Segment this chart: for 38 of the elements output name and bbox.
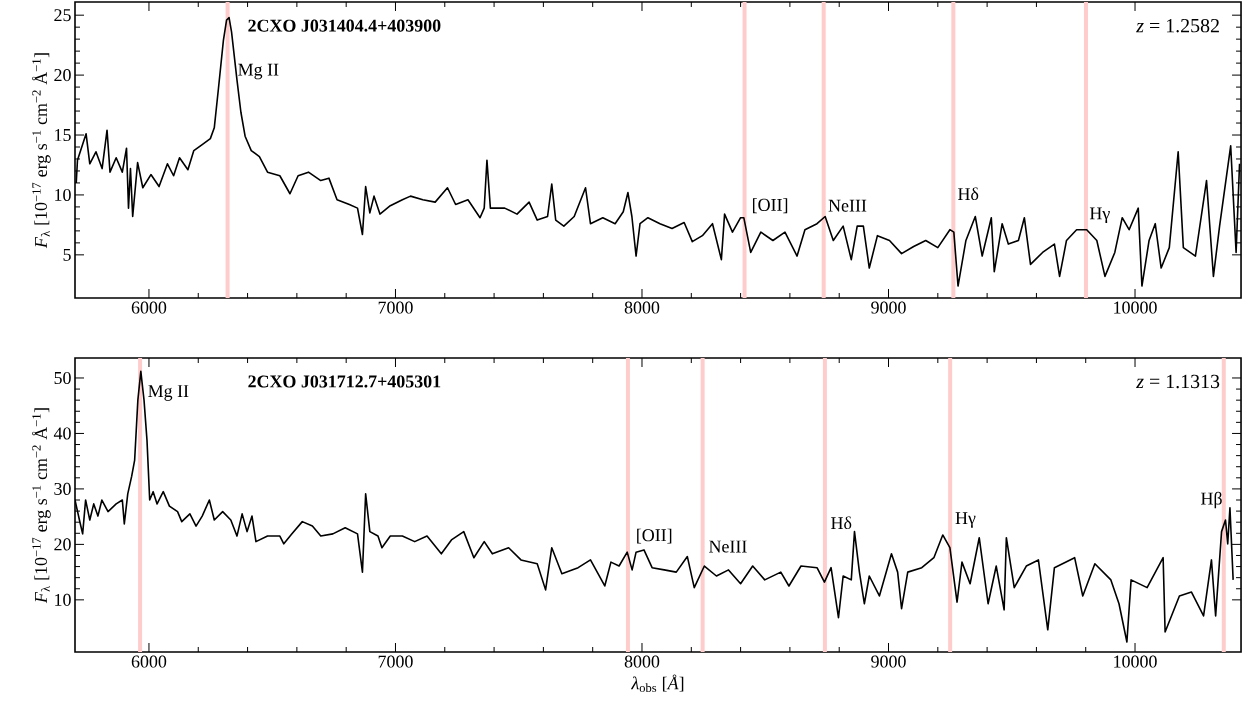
text: F$_{λ}$ [10$^{−17}$ erg s$^{−1}$ cm$^{−2}$ Å$^{−1}$] (32, 408, 51, 604)
x-tick-label: 10000 (1114, 655, 1157, 668)
y-tick-label: 20 (54, 69, 71, 82)
annotation: Mg II (238, 63, 279, 80)
y-tick-label: 50 (54, 371, 71, 385)
y-tick-label: 20 (54, 538, 71, 551)
annotation: [OII] (752, 198, 788, 214)
text: 2CXO J031712.7+405301 (248, 375, 441, 388)
annotation: Hβ (1201, 491, 1222, 509)
x-axis-title: λ$_{obs}$ [Å] (631, 674, 684, 693)
text: F$_{λ}$ [10$^{−17}$ erg s$^{−1}$ cm$^{−2}$ Å$^{−1}$] (32, 53, 51, 249)
annotation: z = 1.2582 (1136, 18, 1219, 33)
x-tick-label: 7000 (378, 301, 413, 314)
y-tick-label: 25 (54, 9, 71, 22)
annotation: Hδ (958, 187, 979, 201)
text: 2CXO J031404.4+403900 (248, 19, 441, 32)
annotation: NeIII (709, 540, 747, 553)
y-tick-label: 30 (54, 482, 71, 495)
annotation: NeIII (828, 199, 867, 212)
annotation: Hγ (1089, 207, 1110, 224)
x-tick-label: 6000 (131, 301, 167, 314)
x-tick-label: 7000 (378, 655, 413, 668)
x-tick-label: 6000 (131, 655, 167, 668)
x-tick-label: 10000 (1114, 301, 1157, 314)
y-tick-label: 15 (55, 129, 71, 142)
x-tick-label: 8000 (624, 655, 660, 668)
x-tick-label: 8000 (624, 301, 660, 314)
y-tick-label: 40 (53, 427, 71, 440)
annotation: Hγ (955, 512, 976, 528)
annotation: Mg II (148, 385, 189, 401)
annotation: z = 1.1313 (1136, 374, 1220, 389)
x-tick-label: 9000 (871, 301, 906, 314)
x-tick-label: 9000 (871, 655, 906, 668)
y-tick-label: 5 (63, 248, 71, 261)
annotation: Hδ (831, 516, 852, 530)
y-tick-label: 10 (55, 188, 71, 201)
y-tick-label: 10 (55, 593, 71, 606)
annotation: [OII] (637, 528, 672, 544)
